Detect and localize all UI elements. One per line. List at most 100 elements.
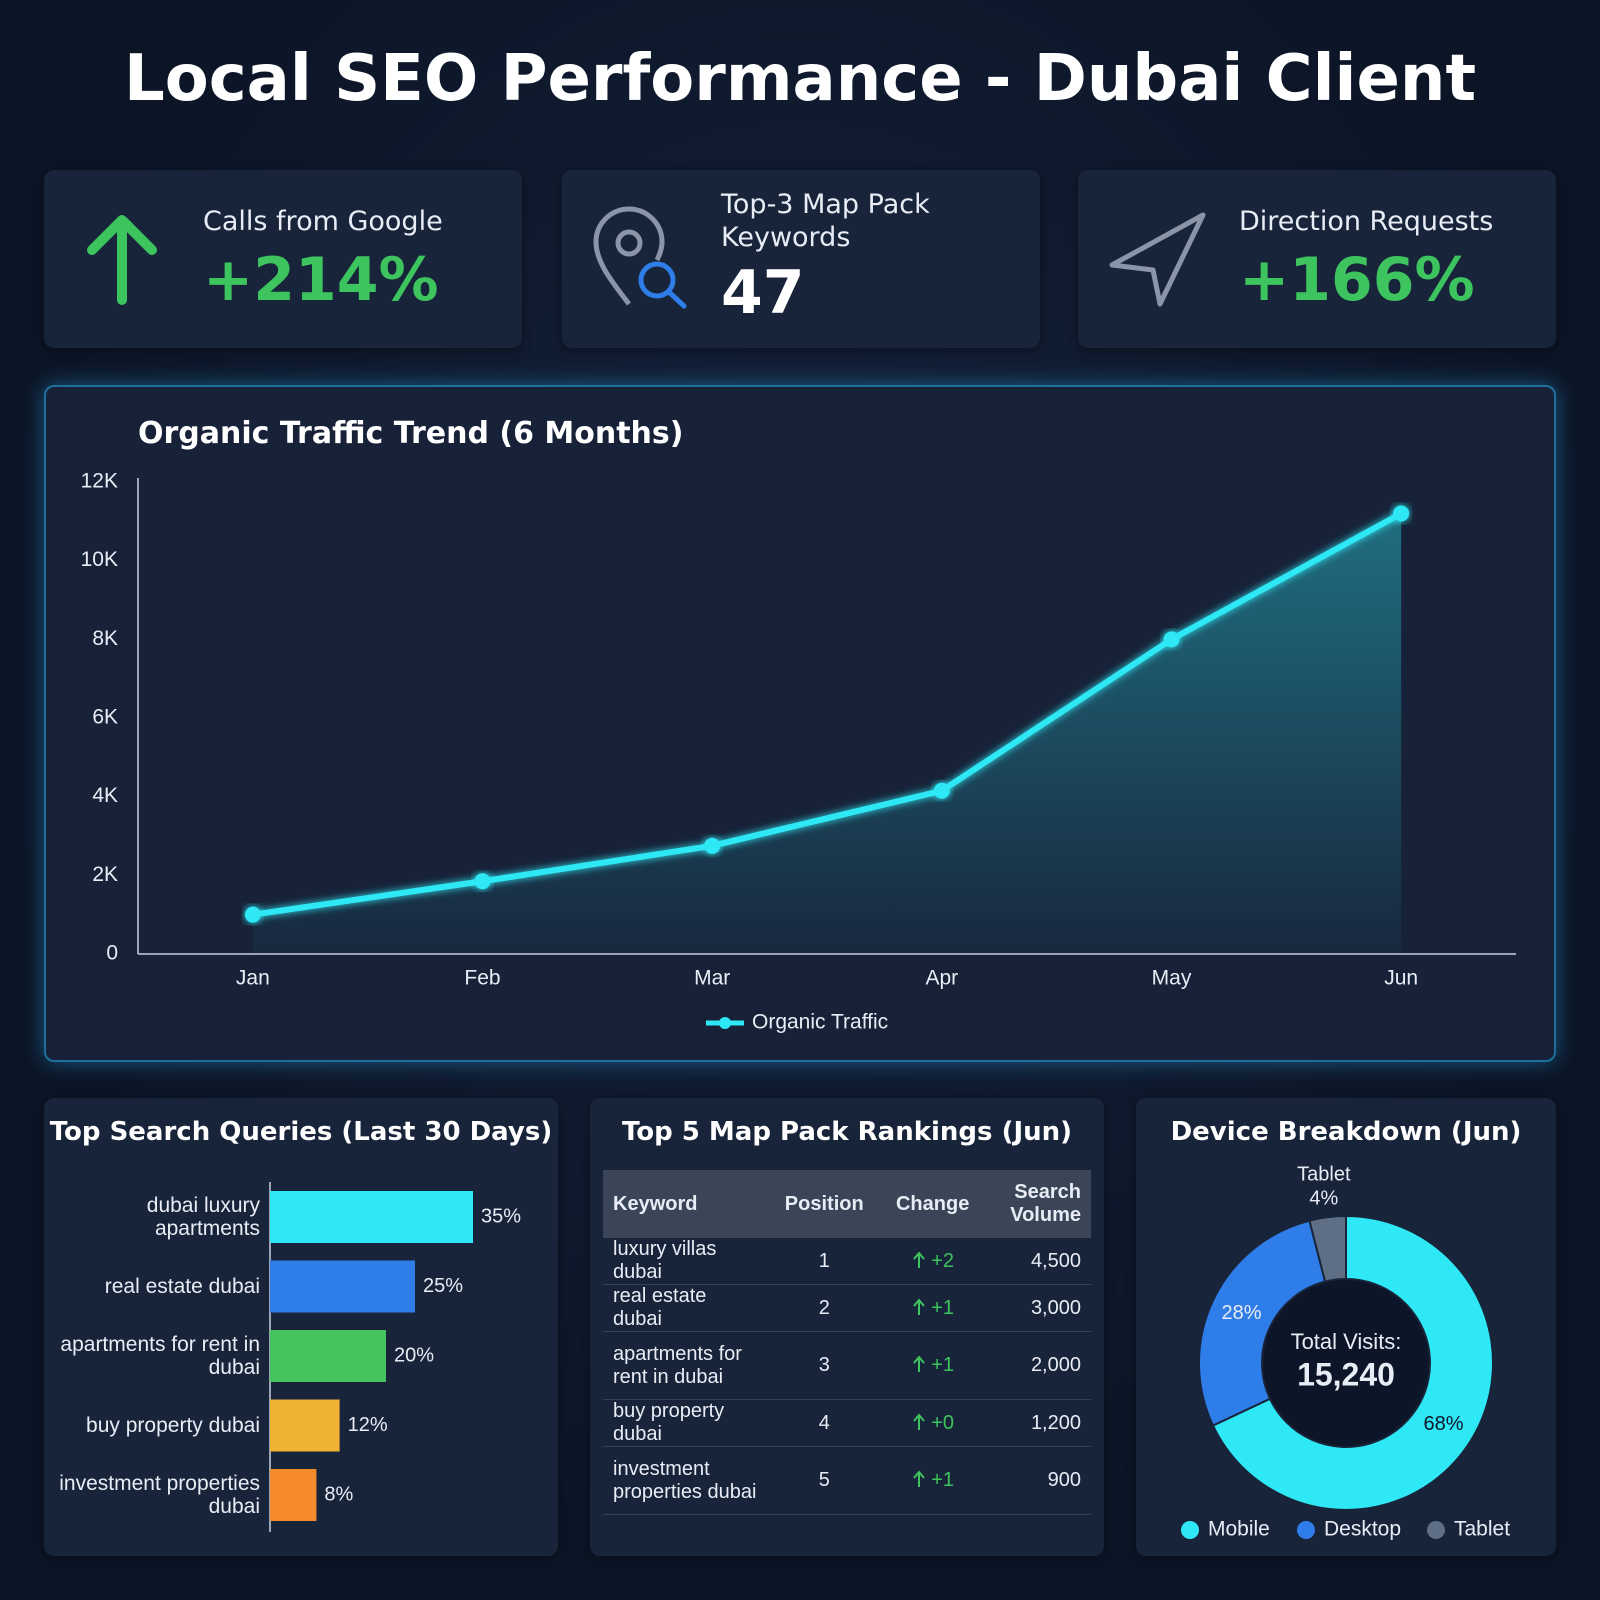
bar: [270, 1399, 340, 1452]
bar-category-label: apartments for rent in dubai: [60, 1333, 260, 1379]
cell-text: 1,200: [1030, 1411, 1081, 1434]
table-cell: buy property dubai: [603, 1400, 769, 1447]
table-cell: real estate dubai: [603, 1285, 769, 1332]
cell-text: 4,500: [1030, 1249, 1081, 1272]
up-arrow-icon: [913, 1412, 926, 1430]
slice-value-label: 28%: [1221, 1302, 1261, 1324]
cell-text: +1: [931, 1296, 955, 1319]
table-cell: luxury villas dubai: [603, 1238, 769, 1285]
table-cell: 5: [769, 1447, 879, 1515]
area: [252, 513, 1402, 954]
point: [1163, 631, 1180, 648]
y-tick-label: 0: [106, 942, 118, 965]
donut-slice: [1198, 1219, 1327, 1427]
x-tick-label: May: [1152, 967, 1192, 990]
table-cell: +1: [879, 1285, 986, 1332]
column-header: Change: [895, 1192, 970, 1215]
bar-value-label: 35%: [481, 1205, 521, 1227]
bar-value-label: 12%: [348, 1414, 388, 1436]
table-cell: 2,000: [986, 1332, 1091, 1400]
legend-label: Tablet: [1454, 1518, 1510, 1541]
x-tick-label: Mar: [694, 967, 730, 990]
x-tick-label: Apr: [925, 967, 958, 990]
bar-category-label: investment properties dubai: [59, 1472, 260, 1518]
cell-text: +2: [931, 1249, 955, 1272]
cell-text: 3: [818, 1354, 830, 1376]
cell-text: real estate dubai: [613, 1285, 707, 1330]
table-title: Top 5 Map Pack Rankings (Jun): [621, 1117, 1073, 1147]
y-tick-label: 10K: [81, 548, 118, 571]
direction-icon: [1109, 212, 1206, 307]
table-cell: 900: [986, 1447, 1091, 1515]
table-wrap: Keyword Position Change Search Volume luxury…: [603, 1170, 1091, 1515]
table-cell: +0: [879, 1400, 986, 1447]
slice-value-label: 4%: [1309, 1188, 1338, 1210]
bar: [270, 1330, 386, 1382]
bar-category-label: dubai luxury apartments: [146, 1194, 260, 1240]
legend-label: Organic Traffic: [752, 1011, 888, 1034]
y-tick-label: 8K: [92, 627, 118, 650]
cell-text: investment properties dubai: [613, 1457, 757, 1503]
cell-text: 5: [818, 1469, 830, 1491]
map-search-icon: [593, 206, 687, 309]
y-tick-label: 2K: [92, 863, 118, 886]
point: [474, 873, 491, 890]
line: [252, 510, 1403, 918]
kpi-label: Calls from Google: [203, 206, 443, 237]
bar-value-label: 20%: [394, 1344, 434, 1366]
table-header-row: Keyword Position Change Search Volume: [603, 1170, 1091, 1238]
cell-text: luxury villas dubai: [613, 1238, 717, 1283]
legend-label: Desktop: [1324, 1518, 1401, 1541]
bar: [270, 1191, 473, 1243]
y-tick-label: 12K: [81, 470, 118, 493]
table-cell: investment properties dubai: [603, 1447, 769, 1515]
column-header: Position: [784, 1192, 864, 1215]
up-arrow-icon: [87, 215, 157, 305]
bar-value-label: 25%: [423, 1275, 463, 1297]
chart-title: Top Search Queries (Last 30 Days): [49, 1117, 553, 1147]
slice-value-label: 68%: [1424, 1413, 1464, 1435]
table-cell: +1: [879, 1447, 986, 1515]
table-cell: 3: [769, 1332, 879, 1400]
up-arrow-icon: [913, 1470, 926, 1487]
kpi-value: +166%: [1239, 245, 1475, 315]
up-arrow-icon: [913, 1250, 926, 1268]
table-row: buy property dubai 4 +0 1,200: [603, 1400, 1091, 1447]
chart-title: Device Breakdown (Jun): [1170, 1117, 1522, 1147]
kpi-value: 47: [721, 258, 805, 328]
kpi-label: Top-3 Map Pack Keywords: [721, 189, 930, 253]
table-cell: apartments for rent in dubai: [603, 1332, 769, 1400]
table-row: investment properties dubai 5 +1 900: [603, 1447, 1091, 1515]
table-cell: 4,500: [986, 1238, 1091, 1285]
x-tick-label: Jun: [1384, 967, 1418, 990]
table-cell: 1,200: [986, 1400, 1091, 1447]
rankings-table: Keyword Position Change Search Volume luxury…: [603, 1170, 1091, 1515]
donut-hole: [1263, 1280, 1429, 1446]
cell-text: 3,000: [1030, 1296, 1081, 1319]
cell-text: 900: [1047, 1469, 1081, 1491]
x-tick-label: Feb: [464, 967, 500, 990]
table-cell: 3,000: [986, 1285, 1091, 1332]
point: [933, 782, 950, 799]
kpi-label: Direction Requests: [1239, 206, 1494, 237]
table-cell: +1: [879, 1332, 986, 1400]
cell-text: apartments for rent in dubai: [613, 1342, 742, 1388]
column-header: Keyword: [613, 1192, 698, 1215]
center-value: 15,240: [1297, 1356, 1395, 1392]
kpi-value: +214%: [203, 245, 439, 315]
cell-text: +1: [931, 1354, 955, 1376]
bar-category-label: real estate dubai: [104, 1275, 260, 1298]
y-tick-label: 6K: [92, 706, 118, 729]
donut-slice: [1308, 1214, 1347, 1283]
y-tick-label: 4K: [92, 784, 118, 807]
bar: [270, 1260, 415, 1313]
up-arrow-icon: [913, 1297, 926, 1315]
point: [244, 906, 261, 923]
cell-text: 4: [818, 1411, 830, 1434]
column-header: Search Volume: [1010, 1181, 1081, 1226]
table-cell: 1: [769, 1238, 879, 1285]
table-row: apartments for rent in dubai 3 +1 2,000: [603, 1332, 1091, 1400]
bar-category-label: buy property dubai: [86, 1414, 260, 1437]
